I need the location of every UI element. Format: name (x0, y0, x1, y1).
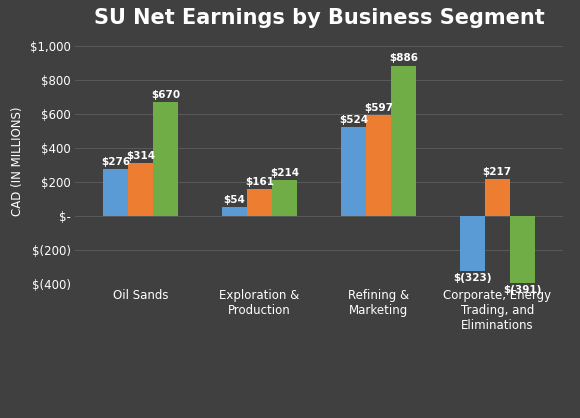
Bar (153, 102, 178, 216)
Text: $161: $161 (245, 177, 274, 187)
Text: $217: $217 (483, 167, 512, 177)
Text: $276: $276 (102, 157, 130, 167)
Title: SU Net Earnings by Business Segment: SU Net Earnings by Business Segment (93, 8, 545, 28)
Bar (222, 207, 247, 216)
Bar (510, 216, 535, 283)
Bar (247, 189, 272, 216)
Bar (485, 179, 510, 216)
Bar (366, 115, 391, 216)
Text: $214: $214 (270, 168, 299, 178)
Y-axis label: CAD (IN MILLIONS): CAD (IN MILLIONS) (11, 106, 24, 216)
Bar (103, 169, 128, 216)
Bar (272, 180, 297, 216)
Text: $670: $670 (151, 90, 180, 100)
Bar (341, 127, 366, 216)
Text: $314: $314 (126, 151, 155, 161)
Text: $524: $524 (339, 115, 368, 125)
Text: $597: $597 (364, 103, 393, 112)
Text: $(323): $(323) (453, 273, 491, 283)
Bar (460, 216, 485, 271)
Text: $(391): $(391) (503, 285, 541, 295)
Text: $54: $54 (224, 195, 245, 205)
Bar (391, 66, 416, 216)
Text: $886: $886 (389, 54, 418, 64)
Bar (128, 163, 153, 216)
